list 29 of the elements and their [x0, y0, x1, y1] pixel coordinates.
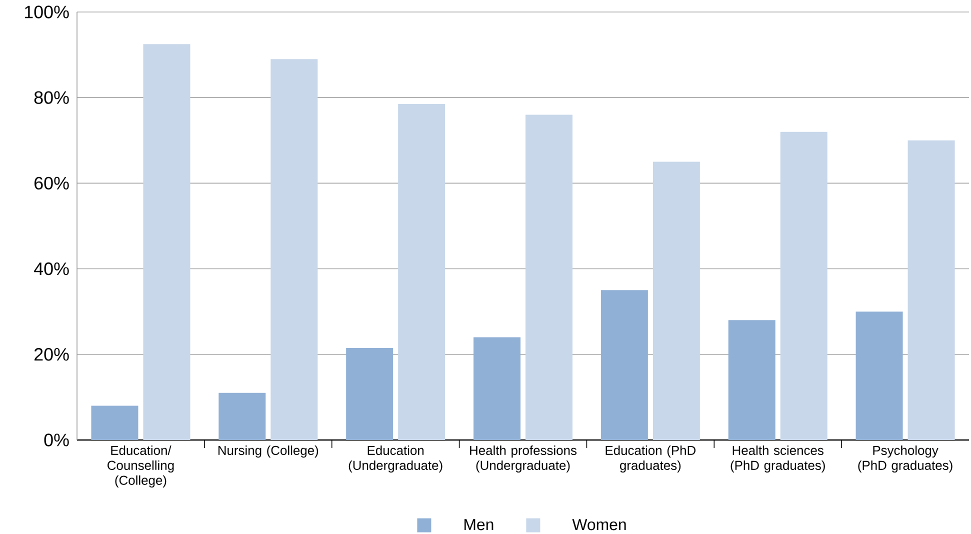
- legend-label: Men: [464, 519, 494, 530]
- y-tick-label: 100%: [24, 6, 69, 18]
- x-tick-label: Nursing (College): [218, 446, 318, 458]
- bar: [526, 114, 573, 440]
- bar: [728, 320, 776, 440]
- y-tick-label: 0%: [44, 434, 69, 446]
- bar: [218, 392, 266, 440]
- bar: [143, 44, 190, 440]
- bar: [652, 162, 700, 440]
- x-tick-label: Education/ Counselling (College): [108, 446, 174, 488]
- x-tick-label: Education (Undergraduate): [348, 446, 442, 473]
- x-tick-label: Psychology (PhD graduates): [858, 446, 952, 473]
- bar: [91, 406, 138, 440]
- x-tick-label: Health sciences (PhD graduates): [730, 446, 825, 473]
- bar: [600, 290, 648, 440]
- x-tick-label: Health professions (Undergraduate): [470, 446, 577, 473]
- legend-label: Women: [572, 519, 626, 530]
- y-tick-label: 60%: [34, 176, 69, 190]
- y-tick-label: 20%: [34, 348, 69, 361]
- x-tick-label: Education (PhD graduates): [606, 446, 696, 473]
- bar: [398, 104, 446, 440]
- y-tick-label: 40%: [34, 262, 69, 276]
- bar: [780, 132, 828, 440]
- bar: [856, 312, 903, 440]
- bar: [474, 337, 521, 440]
- y-tick-label: 80%: [34, 91, 69, 104]
- bar: [346, 348, 394, 440]
- bar: [270, 59, 318, 440]
- bar: [908, 140, 955, 440]
